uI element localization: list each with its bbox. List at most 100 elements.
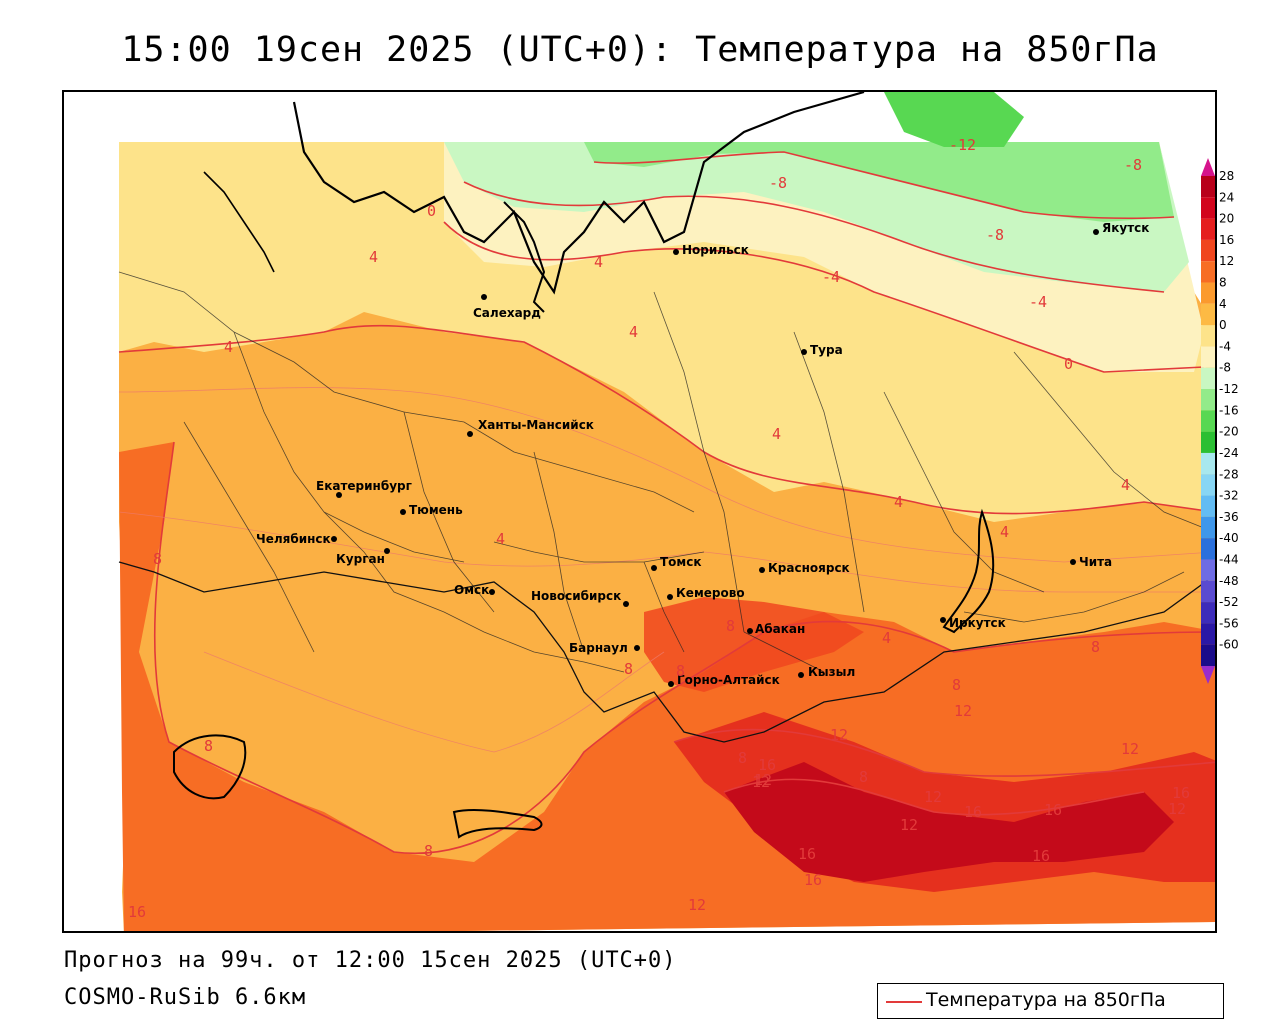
colorbar-swatch — [1201, 261, 1215, 283]
colorbar-tick-label: -16 — [1219, 403, 1239, 417]
colorbar-swatch — [1201, 176, 1215, 198]
zone--8--12 — [584, 142, 1174, 222]
iso-label: 16 — [1172, 784, 1190, 802]
city-abakan: Абакан — [747, 622, 805, 636]
legend-line-swatch — [886, 1001, 922, 1003]
iso-label: 12 — [688, 896, 706, 914]
city-tura: Тура — [801, 343, 843, 357]
iso-label: 16 — [1044, 801, 1062, 819]
country-border — [118, 561, 1215, 743]
temperature-map: Якутск Норильск Салехард Тура Ханты-Манс… — [64, 92, 1215, 931]
iso-label: 16 — [1032, 847, 1050, 865]
colorbar-tick-label: 28 — [1219, 169, 1234, 183]
colorbar-swatch — [1201, 516, 1215, 539]
isotherm-minor-lines — [118, 387, 1215, 753]
city-novosibirsk: Новосибирск — [531, 589, 629, 607]
iso-label: 12 — [954, 702, 972, 720]
colorbar-swatch — [1201, 495, 1215, 517]
colorbar-swatch — [1201, 431, 1215, 453]
svg-text:Екатеринбург: Екатеринбург — [316, 479, 412, 493]
isotherm-lines — [118, 151, 1215, 854]
colorbar-swatch — [1201, 410, 1215, 432]
svg-text:Омск: Омск — [454, 583, 489, 597]
iso-label: -4 — [822, 268, 840, 286]
colorbar-tick-label: 0 — [1219, 318, 1227, 332]
iso-label: 4 — [629, 323, 638, 341]
iso-label: 4 — [496, 530, 505, 548]
iso-label: 4 — [882, 629, 891, 647]
colorbar-swatch — [1201, 282, 1215, 304]
iso-label: 8 — [952, 676, 961, 694]
colorbar-swatch — [1201, 197, 1215, 219]
iso-label: 12 — [830, 726, 848, 744]
svg-text:Иркутск: Иркутск — [949, 616, 1006, 630]
city-kurgan: Курган — [336, 548, 390, 566]
colorbar-tick-label: -52 — [1219, 595, 1239, 609]
colorbar-swatch — [1201, 623, 1215, 645]
model-name: COSMO-RuSib 6.6км — [64, 985, 307, 1010]
svg-text:Курган: Курган — [336, 552, 385, 566]
region-borders — [118, 271, 1215, 673]
svg-text:Горно-Алтайск: Горно-Алтайск — [677, 673, 780, 687]
svg-text:Кемерово: Кемерово — [676, 586, 745, 600]
iso-label: 16 — [128, 903, 146, 921]
iso-label: 8 — [424, 842, 433, 860]
colorbar-swatch — [1201, 389, 1215, 411]
svg-text:Красноярск: Красноярск — [768, 561, 850, 575]
city-irkutsk: Иркутск — [940, 616, 1006, 630]
svg-text:Томск: Томск — [660, 555, 702, 569]
colorbar-swatch — [1201, 325, 1215, 347]
colorbar-tick-label: 24 — [1219, 190, 1234, 204]
iso-label: -12 — [949, 136, 976, 154]
isotherm-labels: -12 -8 -8 -8 -4 -4 0 0 4 4 4 4 4 4 4 4 4… — [128, 136, 1190, 921]
iso-label: 12 — [924, 788, 942, 806]
iso-label: 4 — [594, 253, 603, 271]
iso-label: 4 — [1121, 476, 1130, 494]
colorbar-swatch — [1201, 303, 1215, 326]
colorbar-tick-label: 4 — [1219, 297, 1227, 311]
zone-16 — [724, 762, 1174, 882]
map-title: 15:00 19сен 2025 (UTC+0): Температура на… — [121, 30, 1159, 70]
colorbar-tick-label: -44 — [1219, 552, 1239, 566]
iso-label: 4 — [224, 338, 233, 356]
iso-label: -8 — [1124, 156, 1142, 174]
colorbar: 28 24 20 16 12 8 4 0 -4 -8 -12 -16 -20 -24 -28 -32 -36 -4… — [1201, 158, 1239, 684]
colorbar-tick-label: 12 — [1219, 254, 1234, 268]
colorbar-swatch — [1201, 602, 1215, 624]
colorbar-swatch — [1201, 239, 1215, 262]
svg-text:Якутск: Якутск — [1102, 221, 1149, 235]
colorbar-swatch — [1201, 218, 1215, 240]
colorbar-tick-label: -24 — [1219, 446, 1239, 460]
colorbar-tick-label: -48 — [1219, 574, 1239, 588]
colorbar-swatch — [1201, 580, 1215, 603]
colorbar-bottom-arrow — [1201, 666, 1215, 684]
svg-text:Абакан: Абакан — [755, 622, 805, 636]
lake-aral — [173, 734, 247, 800]
iso-label: -8 — [769, 174, 787, 192]
svg-text:Тура: Тура — [810, 343, 843, 357]
coastline — [292, 92, 865, 295]
colorbar-tick-label: -28 — [1219, 467, 1239, 481]
city-krasnoyarsk: Красноярск — [759, 561, 850, 575]
colorbar-tick-label: 16 — [1219, 233, 1234, 247]
map-area[interactable]: Якутск Норильск Салехард Тура Ханты-Манс… — [62, 90, 1217, 933]
colorbar-tick-label: -56 — [1219, 616, 1239, 630]
city-salekhard: Салехард — [473, 294, 541, 320]
iso-label: 8 — [738, 749, 747, 767]
city-kyzyl: Кызыл — [798, 665, 855, 679]
iso-label: 8 — [676, 662, 685, 680]
iso-label: 12 — [1168, 800, 1186, 818]
iso-label: 16 — [758, 756, 776, 774]
svg-text:Чита: Чита — [1079, 555, 1112, 569]
lake-balkhash — [452, 808, 543, 839]
iso-label: 12 — [900, 816, 918, 834]
forecast-info: Прогноз на 99ч. от 12:00 15сен 2025 (UTC… — [64, 948, 677, 973]
city-ekaterinburg: Екатеринбург — [316, 479, 412, 498]
city-chita: Чита — [1070, 555, 1112, 569]
svg-text:Челябинск: Челябинск — [256, 532, 331, 546]
colorbar-tick-label: 8 — [1219, 276, 1227, 290]
colorbar-top-arrow — [1201, 158, 1215, 176]
iso-label: 4 — [1000, 523, 1009, 541]
iso-label: 4 — [369, 248, 378, 266]
colorbar-swatch — [1201, 346, 1215, 368]
